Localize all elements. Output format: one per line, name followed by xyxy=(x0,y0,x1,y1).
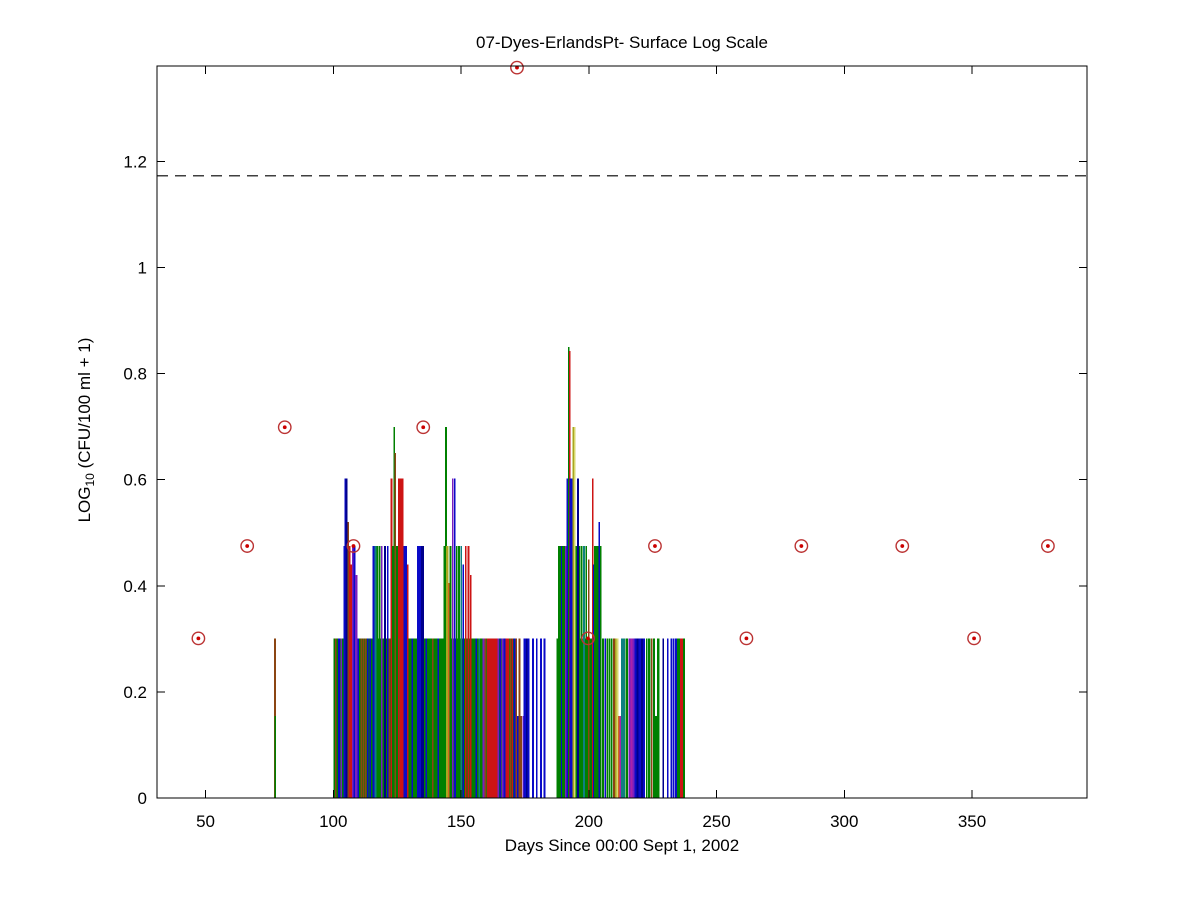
y-axis-label-prefix: LOG xyxy=(75,486,94,523)
circle-dot-marker xyxy=(346,539,361,553)
y-axis-label: LOG10 (CFU/100 ml + 1) xyxy=(75,338,97,523)
circle-dot-marker xyxy=(416,420,431,435)
circle-dot-marker xyxy=(794,539,809,553)
y-tick-label: 0.8 xyxy=(123,365,147,384)
x-axis-label: Days Since 00:00 Sept 1, 2002 xyxy=(504,836,740,855)
stem-lines xyxy=(274,347,685,798)
circle-dot-marker xyxy=(895,539,910,553)
x-tick-label: 100 xyxy=(319,812,347,831)
x-tick-label: 350 xyxy=(958,812,986,831)
x-tick-label: 300 xyxy=(830,812,858,831)
circle-dot-marker xyxy=(581,631,595,646)
x-tick-label: 250 xyxy=(702,812,730,831)
y-tick-label: 1 xyxy=(138,259,147,278)
circle-dot-marker xyxy=(191,631,206,646)
sample-markers xyxy=(191,60,1055,646)
circle-dot-marker xyxy=(510,60,524,75)
x-tick-label: 150 xyxy=(447,812,475,831)
y-tick-label: 0.6 xyxy=(123,471,147,490)
x-tick-label: 50 xyxy=(196,812,215,831)
y-tick-label: 1.2 xyxy=(123,152,147,171)
circle-dot-marker xyxy=(1041,539,1055,553)
circle-dot-marker xyxy=(739,631,754,646)
y-axis-label-subscript: 10 xyxy=(83,473,97,487)
chart-title: 07-Dyes-ErlandsPt- Surface Log Scale xyxy=(476,33,768,52)
circle-dot-marker xyxy=(967,631,981,646)
circle-dot-marker xyxy=(648,539,662,553)
y-axis-label-suffix: (CFU/100 ml + 1) xyxy=(75,337,94,474)
y-tick-label: 0.4 xyxy=(123,577,147,596)
y-tick-label: 0.2 xyxy=(123,683,147,702)
y-tick-label: 0 xyxy=(138,789,147,808)
tick-labels: 50 100 150 200 250 300 350 0 0.2 0.4 0.6 0.8 1 1.2 xyxy=(123,152,986,831)
axis-frame xyxy=(156,65,1088,799)
x-tick-label: 200 xyxy=(575,812,603,831)
circle-dot-marker xyxy=(240,539,255,553)
circle-dot-marker xyxy=(277,420,292,435)
